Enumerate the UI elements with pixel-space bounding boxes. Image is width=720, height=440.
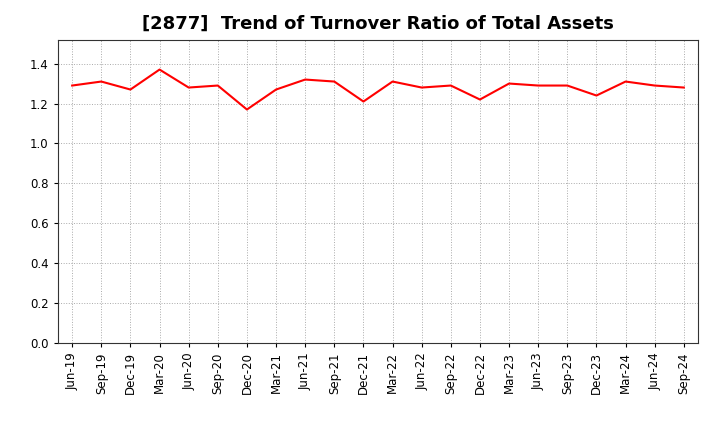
Title: [2877]  Trend of Turnover Ratio of Total Assets: [2877] Trend of Turnover Ratio of Total … (142, 15, 614, 33)
